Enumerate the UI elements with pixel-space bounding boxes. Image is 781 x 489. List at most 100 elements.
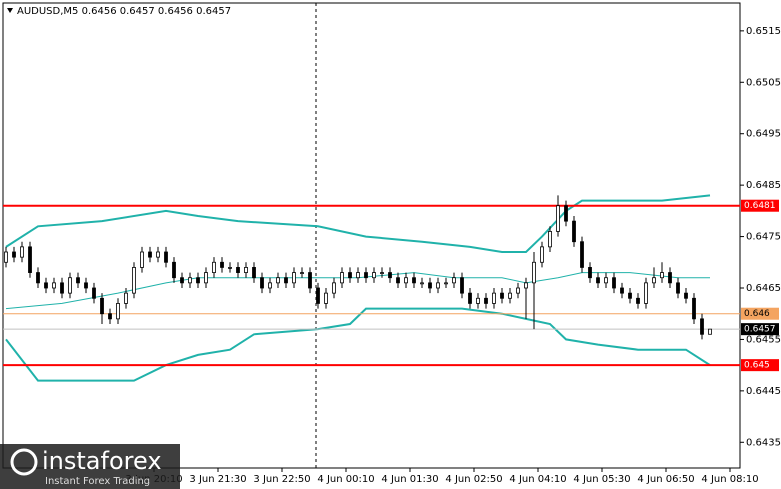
candle-body [388,272,392,279]
candle-body [452,277,456,284]
candle-body [284,277,288,284]
candle-body [460,277,464,294]
candle-body [244,267,248,273]
x-tick-label: 4 Jun 05:30 [573,474,630,485]
candle-body [92,287,96,299]
candle-body [476,297,480,304]
candle-body [404,277,408,284]
candle-body [612,277,616,289]
candle-body [292,272,296,284]
y-tick-label: 0.6515 [746,26,781,37]
candle-body [428,282,432,289]
y-tick-label: 0.6505 [746,77,781,88]
candle-body [220,261,224,268]
candle-body [276,277,280,284]
candle-body [660,272,664,279]
x-tick-label: 4 Jun 01:30 [381,474,438,485]
candle-body [628,292,632,299]
candle-body [140,251,144,268]
price-tag-label: 0.645 [744,361,770,371]
candle-body [332,282,336,294]
candle-body [60,282,64,294]
candle-body [356,272,360,279]
candle-body [588,267,592,279]
candle-body [444,282,448,285]
candle-body [300,272,304,274]
candle-body [260,277,264,289]
candle-body [76,277,80,284]
y-tick-label: 0.6475 [746,232,781,243]
candle-body [84,282,88,289]
candle-body [540,246,544,263]
price-tag-label: 0.6481 [744,201,776,211]
candle-body [44,282,48,289]
candle-body [516,287,520,294]
candle-body [180,277,184,284]
candle-body [676,282,680,294]
bollinger-band [5,194,711,253]
candle-body [468,292,472,304]
candle-body [420,282,424,285]
candle-body [508,292,512,299]
candle-body [500,292,504,299]
candle-body [556,205,560,232]
candle-body [348,272,352,279]
watermark-brand: instaforex [42,447,162,475]
candle-body [548,231,552,248]
price-tag [741,199,779,212]
candle-body [116,303,120,320]
x-tick-label: 4 Jun 08:10 [701,474,758,485]
bollinger-band [5,307,711,382]
candle-body [212,261,216,273]
candle-body [684,292,688,299]
y-tick-label: 0.6435 [746,437,781,448]
x-tick-label: 4 Jun 06:50 [637,474,694,485]
watermark-tagline: Instant Forex Trading [45,476,150,487]
candle-body [124,292,128,304]
candle-body [36,272,40,284]
candle-body [4,251,8,263]
candle-body [156,251,160,258]
candle-body [620,287,624,294]
y-tick-label: 0.6455 [746,334,781,345]
candle-body [484,297,488,304]
candle-body [396,277,400,284]
candle-body [668,272,672,284]
candle-body [308,272,312,289]
candle-body [172,261,176,279]
candle-body [316,287,320,304]
candle-body [412,277,416,284]
price-tag-label: 0.6457 [744,325,776,335]
price-tag [741,323,779,336]
watermark: instaforex Instant Forex Trading [0,444,180,489]
candle-body [572,220,576,243]
candle-body [108,313,112,320]
candle-body [204,272,208,284]
candle-body [364,272,368,279]
candle-body [708,328,712,335]
watermark-logo [10,448,38,476]
x-tick-label: 4 Jun 04:10 [509,474,566,485]
candle-body [604,277,608,284]
price-tag-label: 0.646 [744,309,770,319]
candle-body [268,282,272,289]
candle-body [228,267,232,269]
candle-body [52,282,56,289]
price-tag [741,359,779,372]
x-tick-label: 4 Jun 02:50 [445,474,502,485]
candle-body [132,267,136,294]
candle-body [372,272,376,279]
candle-body [380,272,384,274]
candle-body [644,282,648,304]
menu-arrow [7,8,13,13]
candle-body [580,241,584,268]
y-tick-label: 0.6485 [746,180,781,191]
y-tick-label: 0.6495 [746,129,781,140]
candle-body [324,292,328,304]
x-tick-label: 3 Jun 21:30 [189,474,246,485]
candle-body [68,277,72,294]
candle-body [492,292,496,304]
y-tick-label: 0.6465 [746,283,781,294]
plot-frame [2,2,741,469]
